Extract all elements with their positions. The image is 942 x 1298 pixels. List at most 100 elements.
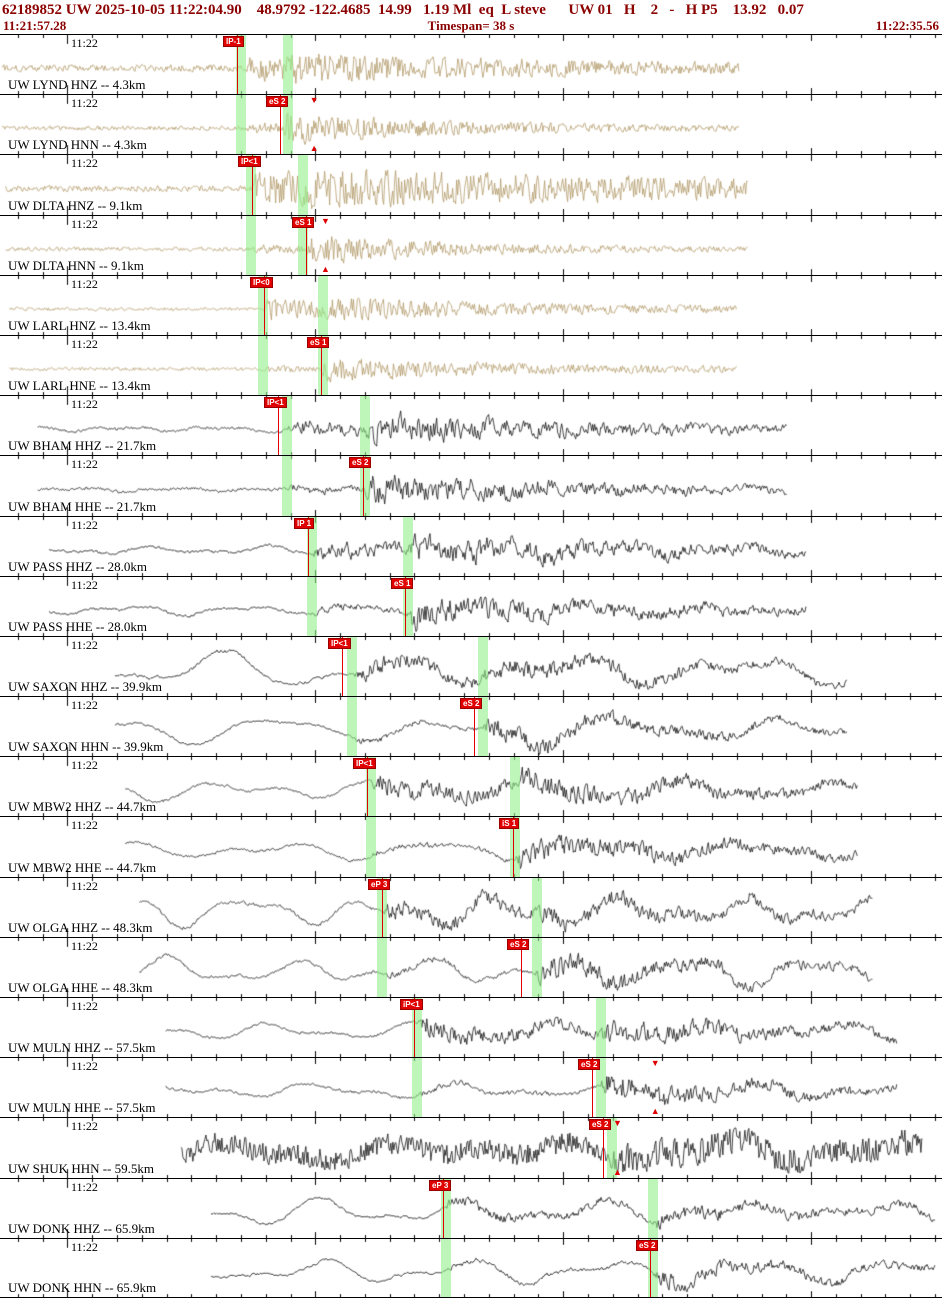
trace-row[interactable]: eS 2 11:22 UW SAXON HHN -- 39.9km: [0, 696, 942, 757]
coda-marker-bottom-icon[interactable]: ▲: [613, 1166, 622, 1177]
waveform-canvas[interactable]: [0, 937, 942, 997]
pick-uncertainty-band: [402, 516, 413, 576]
trace-row[interactable]: IP<0 11:22 UW LARL HNZ -- 13.4km: [0, 274, 942, 335]
waveform-canvas[interactable]: [0, 817, 942, 877]
waveform-canvas[interactable]: [0, 215, 942, 275]
coda-marker-bottom-icon[interactable]: ▲: [309, 143, 319, 154]
pick-flag[interactable]: eS 1: [307, 336, 330, 348]
pick-flag[interactable]: IP<1: [328, 637, 351, 649]
coda-marker-top-icon[interactable]: ▼: [320, 215, 330, 226]
pick-flag[interactable]: eS 2: [589, 1119, 612, 1131]
pick-flag[interactable]: eS 1: [391, 577, 414, 589]
trace-row[interactable]: eS 2 11:22 UW BHAM HHE -- 21.7km: [0, 455, 942, 516]
waveform-canvas[interactable]: [0, 1118, 942, 1178]
pick-uncertainty-band: [360, 396, 371, 456]
trace-row[interactable]: IP 1 11:22 UW PASS HHZ -- 28.0km: [0, 515, 942, 576]
pick-uncertainty-band: [282, 396, 293, 456]
waveform-canvas[interactable]: [0, 335, 942, 396]
pick-flag[interactable]: iP<1: [400, 999, 423, 1010]
trace-row[interactable]: IP<1 11:22 UW BHAM HHZ -- 21.7km: [0, 395, 942, 456]
coda-marker-top-icon[interactable]: ▼: [650, 1058, 660, 1069]
waveform-canvas[interactable]: [0, 396, 942, 456]
trace-minute-label: 11:22: [71, 698, 98, 713]
pick-uncertainty-band: [440, 1238, 451, 1297]
pick-uncertainty-band: [245, 155, 256, 215]
trace-minute-label: 11:22: [71, 637, 98, 652]
pick-flag[interactable]: eS 2: [266, 96, 289, 108]
pick-uncertainty-band: [360, 456, 371, 516]
waveform-canvas[interactable]: [0, 516, 942, 576]
trace-row[interactable]: IP<1 11:22 UW DLTA HNZ -- 9.1km: [0, 154, 942, 215]
pick-flag[interactable]: IP<1: [238, 156, 261, 168]
pick-flag[interactable]: eP 3: [429, 1179, 452, 1191]
coda-marker-bottom-icon[interactable]: ▲: [320, 263, 330, 274]
waveform-canvas[interactable]: [0, 877, 942, 937]
trace-row[interactable]: eS 1 11:22 UW LARL HNE -- 13.4km: [0, 334, 942, 396]
trace-row[interactable]: IP<1 11:22 UW MBW2 HHZ -- 44.7km: [0, 756, 942, 817]
pick-flag[interactable]: IP<1: [264, 397, 287, 409]
waveform-canvas[interactable]: [0, 35, 942, 95]
station-label: UW MULN HHZ -- 57.5km: [8, 1040, 156, 1056]
pick-flag[interactable]: IP<0: [250, 276, 273, 288]
station-label: UW SHUK HHN -- 59.5km: [8, 1160, 155, 1176]
coda-marker-bottom-icon[interactable]: ▲: [650, 1106, 660, 1117]
pick-flag[interactable]: eS 1: [292, 216, 315, 228]
trace-row[interactable]: eP 3 11:22 UW OLGA HHZ -- 48.3km: [0, 876, 942, 937]
waveform-canvas[interactable]: [0, 998, 942, 1058]
pick-flag[interactable]: eS 2: [636, 1239, 659, 1251]
trace-row[interactable]: eS 2 ▼ ▲ 11:22 UW MULN HHE -- 57.5km: [0, 1057, 942, 1118]
trace-minute-label: 11:22: [71, 216, 98, 231]
trace-minute-label: 11:22: [71, 577, 98, 592]
waveform-canvas[interactable]: [0, 1178, 942, 1238]
pick-flag[interactable]: eS 2: [460, 698, 483, 710]
trace-row[interactable]: eS 2 ▼ ▲ 11:22 UW LYND HNN -- 4.3km: [0, 94, 942, 155]
station-label: UW LYND HNZ -- 4.3km: [8, 77, 146, 93]
pick-line: [603, 1118, 604, 1178]
trace-row[interactable]: IP-1 11:22 UW LYND HNZ -- 4.3km: [0, 34, 942, 95]
trace-minute-label: 11:22: [71, 878, 98, 893]
coda-marker-top-icon[interactable]: ▼: [613, 1118, 622, 1129]
pick-flag[interactable]: eS 2: [507, 938, 530, 950]
trace-minute-label: 11:22: [71, 1179, 98, 1194]
coda-marker-top-icon[interactable]: ▼: [309, 95, 319, 106]
trace-minute-label: 11:22: [71, 517, 98, 532]
pick-uncertainty-band: [298, 215, 309, 275]
waveform-canvas[interactable]: [0, 757, 942, 817]
pick-flag[interactable]: IP 1: [294, 517, 315, 529]
waveform-canvas[interactable]: [0, 275, 942, 335]
pick-uncertainty-band: [478, 636, 489, 697]
pick-flag[interactable]: eS 2: [349, 457, 372, 469]
trace-row[interactable]: eS 2 11:22 UW DONK HHN -- 65.9km: [0, 1237, 942, 1298]
pick-line: [521, 937, 522, 997]
waveform-canvas[interactable]: [0, 1058, 942, 1118]
pick-flag[interactable]: IP-1: [223, 36, 244, 47]
pick-uncertainty-band: [306, 576, 317, 636]
trace-minute-label: 11:22: [71, 758, 98, 773]
station-label: UW SAXON HHZ -- 39.9km: [8, 679, 162, 695]
trace-row[interactable]: iP<1 11:22 UW MULN HHZ -- 57.5km: [0, 997, 942, 1058]
waveform-canvas[interactable]: [0, 576, 942, 636]
trace-row[interactable]: IP<1 11:22 UW SAXON HHZ -- 39.9km: [0, 635, 942, 697]
pick-flag[interactable]: iS 1: [499, 818, 520, 830]
trace-row[interactable]: eP 3 11:22 UW DONK HHZ -- 65.9km: [0, 1177, 942, 1238]
pick-uncertainty-band: [402, 576, 413, 636]
trace-minute-label: 11:22: [71, 336, 98, 351]
waveform-canvas[interactable]: [0, 1238, 942, 1297]
pick-flag[interactable]: eS 2: [578, 1059, 601, 1071]
waveform-canvas[interactable]: [0, 155, 942, 215]
waveform-canvas[interactable]: [0, 456, 942, 516]
waveform-canvas[interactable]: [0, 636, 942, 697]
pick-line: [592, 1058, 593, 1118]
trace-row[interactable]: eS 2 11:22 UW OLGA HHE -- 48.3km: [0, 936, 942, 997]
pick-flag[interactable]: eP 3: [368, 878, 391, 890]
pick-flag[interactable]: IP<1: [353, 758, 376, 770]
pick-uncertainty-band: [347, 697, 358, 757]
pick-uncertainty-band: [595, 998, 606, 1058]
trace-row[interactable]: eS 1 ▼ ▲ 11:22 UW DLTA HNN -- 9.1km: [0, 214, 942, 275]
trace-row[interactable]: eS 1 11:22 UW PASS HHE -- 28.0km: [0, 575, 942, 636]
pick-uncertainty-band: [531, 937, 542, 997]
pick-line: [474, 697, 475, 757]
trace-row[interactable]: eS 2 ▼ ▲ 11:22 UW SHUK HHN -- 59.5km: [0, 1117, 942, 1178]
waveform-canvas[interactable]: [0, 95, 942, 155]
trace-row[interactable]: iS 1 11:22 UW MBW2 HHE -- 44.7km: [0, 816, 942, 877]
